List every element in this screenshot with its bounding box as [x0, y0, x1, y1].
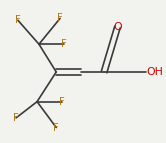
Text: F: F — [61, 39, 67, 49]
Text: F: F — [15, 15, 21, 25]
Text: F: F — [13, 113, 19, 123]
Text: O: O — [113, 22, 122, 32]
Text: F: F — [57, 13, 63, 23]
Text: F: F — [59, 97, 65, 107]
Text: OH: OH — [146, 67, 163, 77]
Text: F: F — [53, 123, 59, 133]
